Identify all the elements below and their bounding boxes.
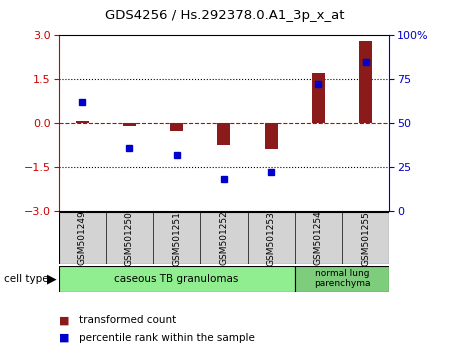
Text: ■: ■ (58, 333, 69, 343)
Bar (265, 123, 278, 149)
Bar (359, 41, 372, 123)
FancyBboxPatch shape (58, 212, 389, 264)
Bar (170, 123, 183, 131)
Text: cell type: cell type (4, 274, 49, 284)
FancyBboxPatch shape (295, 266, 389, 292)
Text: GSM501252: GSM501252 (220, 211, 228, 266)
Text: transformed count: transformed count (79, 315, 176, 325)
Text: caseous TB granulomas: caseous TB granulomas (114, 274, 239, 284)
Bar (312, 73, 325, 123)
Text: GSM501254: GSM501254 (314, 211, 323, 266)
Text: ▶: ▶ (47, 273, 57, 285)
Text: GSM501250: GSM501250 (125, 211, 134, 266)
Bar (76, 121, 89, 123)
Text: percentile rank within the sample: percentile rank within the sample (79, 333, 255, 343)
Text: GSM501249: GSM501249 (77, 211, 86, 266)
Bar (217, 123, 230, 145)
FancyBboxPatch shape (58, 266, 295, 292)
Text: GDS4256 / Hs.292378.0.A1_3p_x_at: GDS4256 / Hs.292378.0.A1_3p_x_at (105, 9, 345, 22)
Text: GSM501251: GSM501251 (172, 211, 181, 266)
Bar (123, 123, 136, 126)
Text: GSM501255: GSM501255 (361, 211, 370, 266)
Text: ■: ■ (58, 315, 69, 325)
Text: GSM501253: GSM501253 (266, 211, 275, 266)
Text: normal lung
parenchyma: normal lung parenchyma (314, 269, 370, 289)
